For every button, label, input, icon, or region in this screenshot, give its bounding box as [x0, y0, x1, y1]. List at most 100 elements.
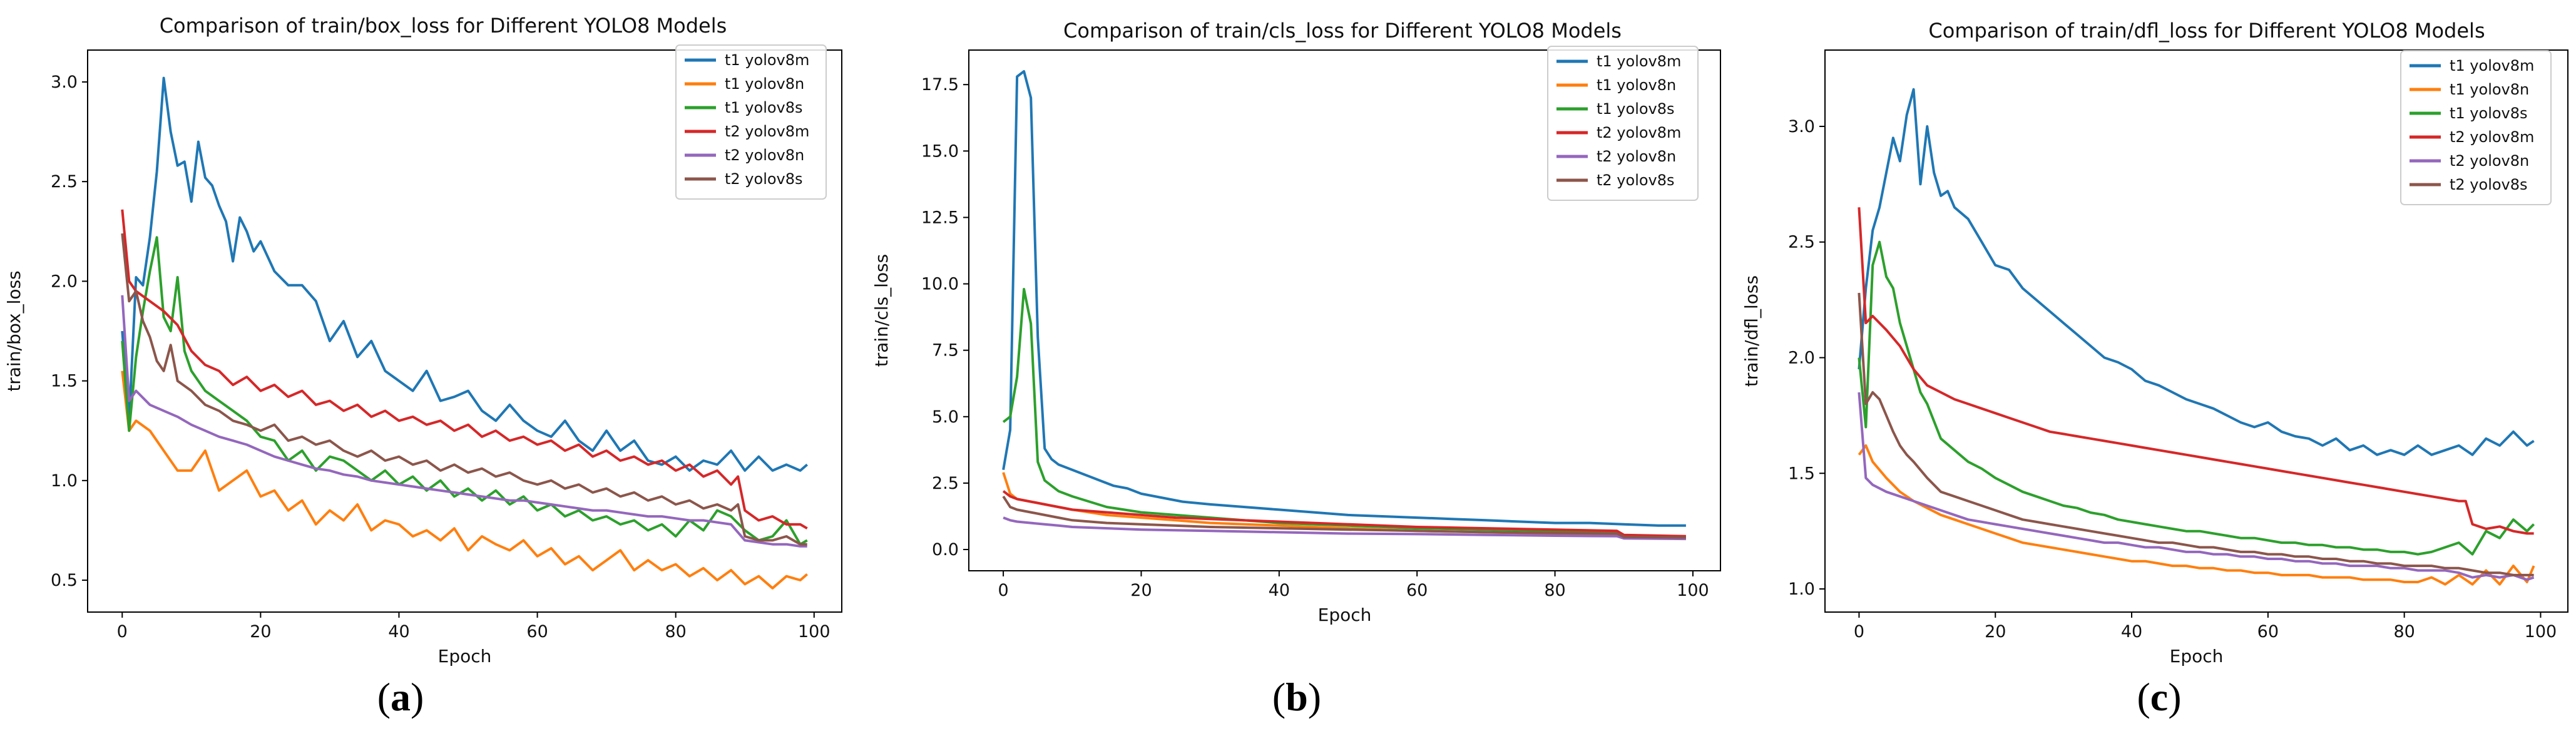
caption-close: ) [411, 675, 424, 719]
series-line-t1-yolov8m [1002, 70, 1686, 527]
chart-title: Comparison of train/dfl_loss for Differe… [1928, 19, 2485, 43]
series-line-t1-yolov8m [1858, 88, 2535, 456]
y-tick-label: 10.0 [921, 275, 959, 294]
y-tick-label: 2.5 [51, 172, 78, 192]
legend-entry: t2 yolov8m [1597, 124, 1681, 141]
x-axis-label: Epoch [2170, 646, 2224, 667]
legend-entry: t2 yolov8m [2450, 128, 2534, 146]
x-tick-label: 0 [998, 581, 1008, 600]
series-line-t1-yolov8s [1002, 288, 1686, 539]
legend-entry: t2 yolov8n [2450, 152, 2529, 170]
axes-frame [87, 49, 842, 613]
caption-close: ) [2168, 675, 2181, 719]
panel-caption: (c) [2137, 675, 2181, 719]
panel-caption: (a) [377, 675, 424, 719]
caption-open: ( [1272, 675, 1285, 719]
caption-letter: a [391, 675, 411, 719]
series-line-t1-yolov8m [121, 76, 809, 472]
x-tick-label: 60 [2257, 622, 2279, 641]
x-tick-label: 60 [526, 622, 548, 641]
y-tick-label: 5.0 [932, 407, 959, 427]
legend: t1 yolov8m t1 yolov8n t1 yolov8s t2 yolov8m… [2400, 50, 2552, 205]
axes-frame [968, 49, 1721, 571]
chart-panel-0: Comparison of train/box_loss for Differe… [4, 14, 842, 719]
axes-frame [1824, 49, 2568, 613]
y-tick-label: 1.5 [51, 372, 78, 391]
y-tick-label: 15.0 [921, 141, 959, 161]
y-axis-label: train/box_loss [4, 270, 24, 391]
legend-entry: t2 yolov8n [1597, 148, 1676, 165]
x-axis-label: Epoch [1318, 605, 1372, 625]
series-line-t2-yolov8m [121, 209, 808, 530]
x-tick-label: 80 [2393, 622, 2415, 641]
y-tick-label: 0.5 [51, 571, 78, 590]
y-tick-label: 1.5 [1788, 464, 1815, 483]
y-axis-label: train/cls_loss [871, 254, 892, 367]
y-tick-label: 3.0 [1788, 117, 1815, 136]
x-tick-label: 100 [798, 622, 831, 641]
panel-caption: (b) [1272, 675, 1321, 719]
legend-entry: t1 yolov8s [1597, 100, 1675, 118]
y-tick-label: 7.5 [932, 341, 959, 360]
legend-entry: t1 yolov8n [1597, 76, 1676, 94]
y-tick-label: 12.5 [921, 208, 959, 227]
caption-open: ( [377, 675, 391, 719]
series-line-t1-yolov8n [121, 370, 809, 590]
series-line-t2-yolov8n [121, 295, 807, 548]
series-group [1858, 88, 2535, 586]
x-tick-label: 0 [117, 622, 128, 641]
series-line-t2-yolov8m [1858, 207, 2534, 535]
x-tick-label: 20 [1130, 581, 1152, 600]
y-tick-label: 17.5 [921, 75, 959, 95]
legend-entry: t2 yolov8s [2450, 176, 2528, 193]
x-tick-label: 80 [665, 622, 686, 641]
legend-entry: t1 yolov8s [725, 99, 803, 116]
series-line-t2-yolov8s [121, 233, 807, 546]
x-tick-label: 20 [1985, 622, 2006, 641]
legend: t1 yolov8m t1 yolov8n t1 yolov8s t2 yolov8m… [675, 44, 827, 200]
legend-entry: t1 yolov8m [2450, 57, 2534, 74]
x-tick-label: 100 [1677, 581, 1709, 600]
series-line-t2-yolov8m [1002, 490, 1686, 538]
chart-panel-1: Comparison of train/cls_loss for Differe… [871, 19, 1721, 719]
y-tick-label: 3.0 [51, 73, 78, 92]
y-tick-label: 2.0 [51, 272, 78, 291]
series-line-t2-yolov8s [1858, 292, 2534, 576]
y-tick-label: 1.0 [1788, 580, 1815, 599]
series-group [121, 76, 809, 590]
y-tick-label: 2.0 [1788, 348, 1815, 367]
series-line-t1-yolov8s [1858, 240, 2535, 556]
series-line-t1-yolov8s [121, 236, 808, 546]
chart-title: Comparison of train/cls_loss for Differe… [1063, 19, 1622, 43]
caption-close: ) [1308, 675, 1321, 719]
legend-entry: t1 yolov8m [725, 51, 809, 69]
y-tick-label: 2.5 [932, 474, 959, 493]
x-tick-label: 60 [1406, 581, 1428, 600]
x-tick-label: 100 [2525, 622, 2557, 641]
y-tick-label: 2.5 [1788, 233, 1815, 252]
legend-entry: t1 yolov8s [2450, 105, 2528, 122]
y-tick-label: 1.0 [51, 471, 78, 491]
y-axis-label: train/dfl_loss [1741, 275, 1762, 387]
series-line-t1-yolov8n [1858, 444, 2535, 586]
legend-entry: t2 yolov8n [725, 146, 804, 164]
legend-entry: t2 yolov8m [725, 123, 809, 140]
legend-entry: t1 yolov8n [725, 75, 804, 93]
x-tick-label: 0 [1854, 622, 1864, 641]
legend-entry: t1 yolov8n [2450, 81, 2529, 98]
legend-entry: t2 yolov8s [1597, 171, 1675, 189]
x-axis-label: Epoch [438, 646, 492, 667]
series-line-t2-yolov8n [1003, 516, 1686, 541]
x-tick-label: 20 [250, 622, 271, 641]
chart-title: Comparison of train/box_loss for Differe… [160, 14, 727, 38]
legend-entry: t2 yolov8s [725, 170, 803, 188]
series-line-t2-yolov8s [1002, 496, 1686, 539]
x-tick-label: 80 [1544, 581, 1565, 600]
caption-open: ( [2137, 675, 2150, 719]
caption-letter: b [1285, 675, 1308, 719]
x-tick-label: 40 [2121, 622, 2142, 641]
caption-letter: c [2150, 675, 2168, 719]
series-group [1002, 70, 1686, 541]
